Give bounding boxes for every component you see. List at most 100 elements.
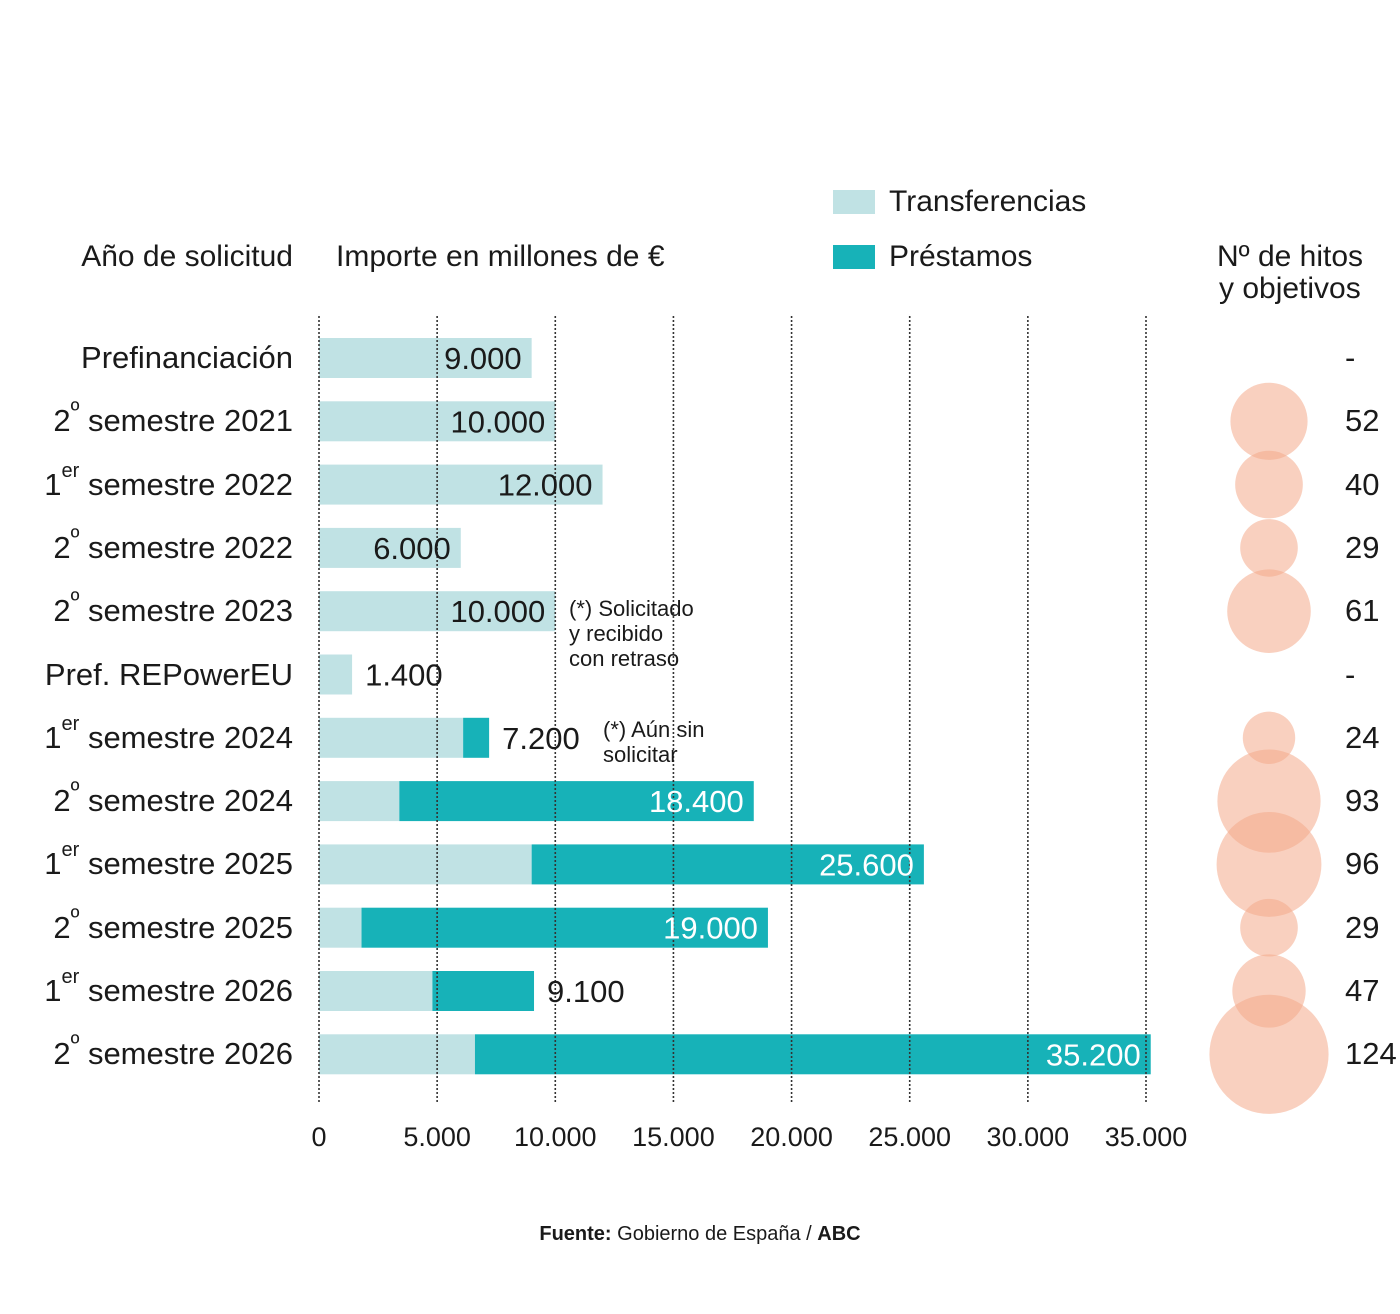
row-label: 1er semestre 2026 — [44, 967, 293, 1011]
bar-value-label: 25.600 — [819, 847, 914, 882]
x-tick-label: 10.000 — [513, 1122, 597, 1152]
row-axis-header: Año de solicitud — [81, 240, 293, 273]
row-label: Pref. REPowerEU — [45, 655, 293, 695]
value-axis-header: Importe en millones de € — [336, 240, 665, 273]
hitos-value-label: 29 — [1345, 909, 1380, 945]
x-tick-label: 5.000 — [403, 1122, 471, 1152]
row-label-ordinal: er — [61, 966, 80, 988]
row-label-text: semestre 2025 — [79, 909, 293, 945]
legend-label: Préstamos — [889, 240, 1033, 273]
source-credit: Fuente: Gobierno de España / ABC — [0, 1223, 1400, 1246]
bar-value-label: 6.000 — [373, 531, 451, 566]
row-label-number: 1 — [44, 973, 62, 1008]
hitos-bubble — [1240, 898, 1298, 957]
x-tick-label: 25.000 — [868, 1122, 951, 1152]
row-label-number: 2 — [53, 403, 71, 439]
bar-prestamos — [432, 971, 535, 1011]
bar-prestamos — [463, 717, 490, 758]
legend-label: Transferencias — [889, 185, 1087, 218]
row-label: Prefinanciación — [81, 338, 293, 378]
row-label-number: 2 — [53, 783, 71, 819]
note-delayed: (*) Solicitado y recibido con retraso — [569, 596, 694, 671]
hitos-value-label: - — [1345, 656, 1356, 692]
bar-transferencias — [319, 971, 433, 1011]
row-label-text: semestre 2025 — [79, 846, 293, 882]
row-label-ordinal: º — [70, 523, 80, 551]
bar-value-label: 18.400 — [649, 784, 744, 819]
row-label-ordinal: º — [70, 397, 80, 425]
hitos-value-label: 124 — [1345, 1036, 1397, 1072]
row-label-text: semestre 2022 — [79, 529, 293, 565]
bar-prestamos — [531, 844, 924, 885]
bar-value-label: 1.400 — [365, 658, 443, 693]
hitos-value-label: 52 — [1345, 403, 1380, 439]
row-label: 1er semestre 2022 — [44, 461, 293, 505]
hitos-value-label: 47 — [1345, 973, 1380, 1008]
hitos-value-label: 24 — [1345, 719, 1380, 755]
source-label: Fuente: — [539, 1223, 612, 1245]
bar-value-label: 9.000 — [444, 341, 522, 376]
bar-value-label: 10.000 — [450, 594, 545, 629]
row-label: 1er semestre 2024 — [44, 714, 293, 758]
row-label-ordinal: º — [70, 587, 80, 615]
note-line: y recibido — [569, 621, 664, 646]
note-pending: (*) Aún sin solicitar — [603, 717, 705, 767]
bar-value-label: 35.200 — [1046, 1037, 1141, 1072]
row-label-text: semestre 2023 — [79, 593, 293, 629]
hitos-value-label: 61 — [1345, 593, 1380, 629]
bar-prestamos — [474, 1034, 1151, 1075]
bar-transferencias — [319, 654, 353, 695]
hitos-bubble — [1240, 519, 1298, 577]
row-label-number: 1 — [44, 719, 62, 755]
bar-prestamos — [399, 781, 754, 822]
legend-swatch-transferencias — [833, 190, 875, 214]
x-tick-label: 15.000 — [632, 1122, 715, 1152]
row-label: 2º semestre 2024 — [53, 779, 293, 821]
hitos-bubble — [1230, 382, 1308, 460]
row-label: 2º semestre 2026 — [53, 1032, 293, 1074]
row-label-ordinal: º — [70, 903, 80, 931]
note-line: solicitar — [603, 742, 678, 767]
row-label-ordinal: º — [70, 777, 80, 805]
row-label: 1er semestre 2025 — [44, 840, 293, 884]
hitos-bubble — [1227, 569, 1311, 653]
x-tick-label: 35.000 — [1104, 1122, 1188, 1152]
bar-value-label: 19.000 — [663, 911, 758, 946]
hitos-value-label: 96 — [1345, 846, 1380, 882]
source-brand: ABC — [817, 1223, 861, 1245]
hitos-bubble — [1242, 711, 1296, 765]
bar-value-label: 10.000 — [450, 404, 545, 439]
hitos-bubble — [1216, 811, 1322, 917]
row-label-number: 1 — [44, 846, 62, 882]
row-label-ordinal: er — [61, 839, 80, 862]
bar-transferencias — [319, 844, 532, 885]
row-label-text: Pref. REPowerEU — [44, 656, 293, 692]
bar-transferencias — [319, 717, 464, 758]
legend-item-transferencias: Transferencias — [833, 185, 1086, 219]
row-label-text: semestre 2026 — [79, 973, 293, 1008]
bar-transferencias — [319, 781, 400, 822]
bar-transferencias — [319, 907, 362, 948]
row-label-text: semestre 2026 — [79, 1036, 293, 1072]
bar-value-label: 12.000 — [498, 468, 593, 503]
legend-item-prestamos: Préstamos — [833, 240, 1032, 274]
hitos-bubble — [1235, 450, 1303, 519]
row-label-text: semestre 2022 — [79, 466, 293, 502]
hitos-value-label: - — [1345, 340, 1356, 375]
bar-value-label: 9.100 — [547, 974, 625, 1009]
row-label: 2º semestre 2025 — [53, 905, 293, 948]
row-label-number: 2 — [53, 1036, 71, 1072]
bar-value-label: 7.200 — [502, 721, 580, 756]
x-tick-label: 0 — [311, 1122, 327, 1152]
legend-swatch-prestamos — [833, 245, 875, 269]
row-label-number: 2 — [53, 529, 71, 565]
x-tick-label: 20.000 — [750, 1122, 833, 1152]
row-label-text: Prefinanciación — [81, 340, 293, 375]
row-label-ordinal: º — [70, 1030, 80, 1058]
note-line: (*) Solicitado — [569, 596, 694, 621]
row-label-number: 2 — [53, 909, 71, 945]
row-label: 2º semestre 2023 — [53, 589, 293, 631]
hitos-value-label: 93 — [1345, 783, 1380, 819]
row-label-text: semestre 2021 — [79, 403, 293, 439]
